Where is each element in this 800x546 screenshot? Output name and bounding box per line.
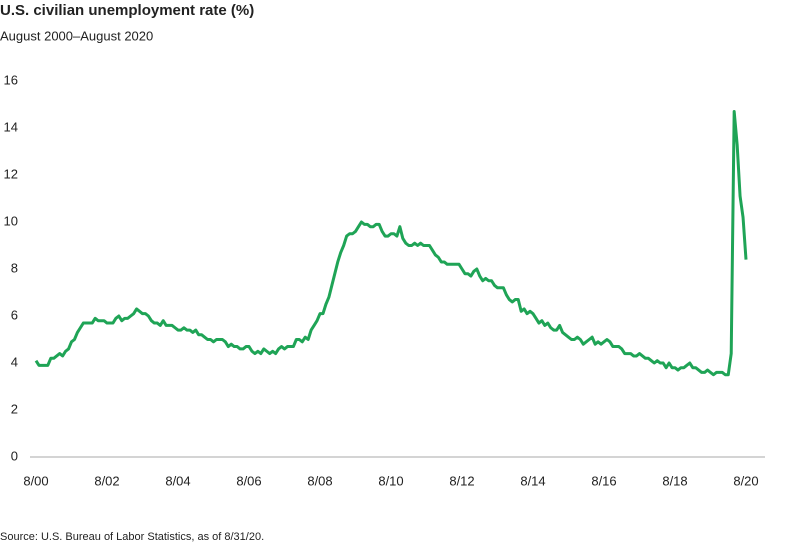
- x-tick-label: 8/06: [236, 473, 261, 488]
- y-tick-label: 16: [4, 72, 18, 87]
- y-tick-label: 8: [11, 260, 18, 275]
- y-tick-label: 12: [4, 166, 18, 181]
- data-line: [34, 110, 748, 377]
- chart-title: U.S. civilian unemployment rate (%): [0, 2, 254, 19]
- x-tick-label: 8/02: [94, 473, 119, 488]
- x-tick-label: 8/04: [165, 473, 190, 488]
- x-tick-label: 8/10: [378, 473, 403, 488]
- y-tick-label: 0: [11, 448, 18, 463]
- x-tick-label: 8/14: [520, 473, 545, 488]
- x-tick-label: 8/20: [733, 473, 758, 488]
- x-tick-label: 8/12: [449, 473, 474, 488]
- source-note: Source: U.S. Bureau of Labor Statistics,…: [0, 531, 264, 543]
- y-tick-label: 14: [4, 119, 18, 134]
- y-tick-label: 2: [11, 401, 18, 416]
- x-tick-label: 8/08: [307, 473, 332, 488]
- x-tick-label: 8/16: [591, 473, 616, 488]
- y-tick-label: 4: [11, 354, 18, 369]
- chart-subtitle: August 2000–August 2020: [0, 28, 153, 43]
- y-tick-label: 6: [11, 307, 18, 322]
- x-tick-label: 8/00: [23, 473, 48, 488]
- y-tick-label: 10: [4, 213, 18, 228]
- x-tick-label: 8/18: [662, 473, 687, 488]
